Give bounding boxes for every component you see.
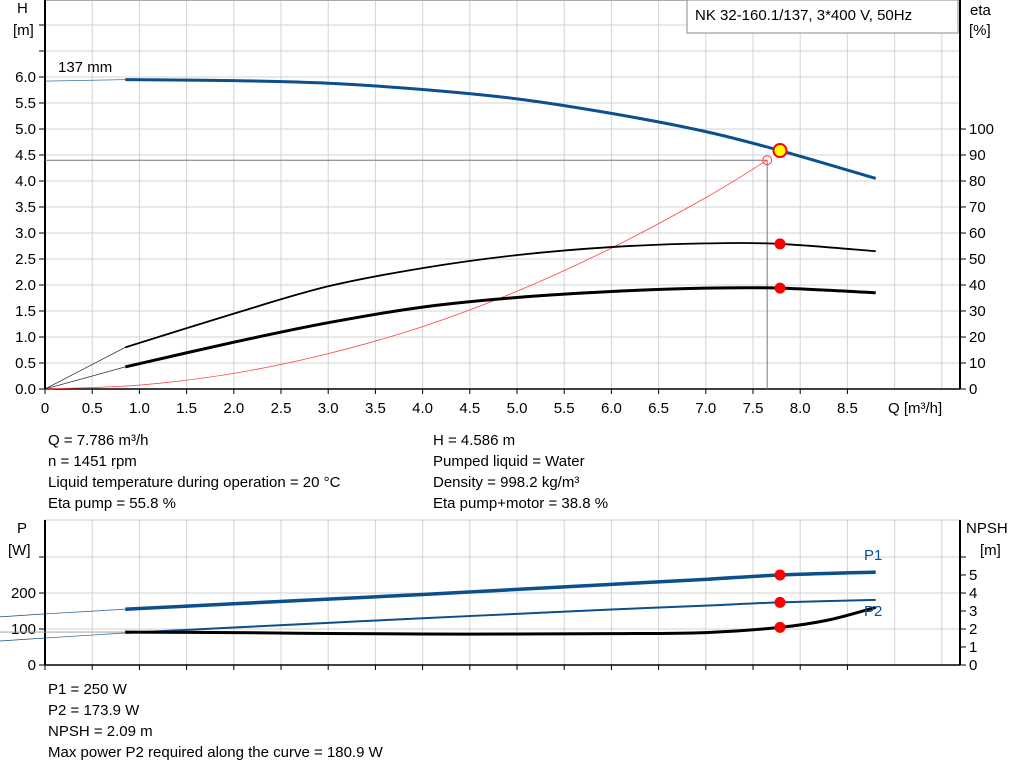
x-tick-label: 0 xyxy=(41,400,49,417)
x-tick-label: 7.0 xyxy=(695,400,716,417)
h-tick-label: 5.5 xyxy=(15,95,36,112)
p1-curve-label: P1 xyxy=(864,547,882,564)
duty-point-eta-total xyxy=(774,282,786,294)
h-tick-label: 2.0 xyxy=(15,277,36,294)
npsh-tick-label: 1 xyxy=(969,639,977,656)
h-tick-label: 2.5 xyxy=(15,251,36,268)
info-p2: P2 = 173.9 W xyxy=(48,702,140,719)
eta-pump-motor-curve xyxy=(124,286,876,369)
h-axis-label: H xyxy=(17,0,28,17)
eta-tick-label: 60 xyxy=(969,225,986,242)
x-tick-label: 2.5 xyxy=(271,400,292,417)
x-tick-label: 4.5 xyxy=(459,400,480,417)
h-tick-label: 5.0 xyxy=(15,121,36,138)
p-tick-label: 100 xyxy=(11,621,36,638)
info-temp: Liquid temperature during operation = 20… xyxy=(48,474,341,491)
h-tick-label: 1.5 xyxy=(15,303,36,320)
info-liquid: Pumped liquid = Water xyxy=(433,453,585,470)
x-tick-label: 6.0 xyxy=(601,400,622,417)
eta-axis-unit: [%] xyxy=(969,22,991,39)
eta-tick-label: 20 xyxy=(969,329,986,346)
info-eta-total: Eta pump+motor = 38.8 % xyxy=(433,495,609,512)
chart-title: NK 32-160.1/137, 3*400 V, 50Hz xyxy=(695,7,912,24)
x-tick-label: 3.5 xyxy=(365,400,386,417)
h-tick-label: 1.0 xyxy=(15,329,36,346)
eta-tick-label: 90 xyxy=(969,147,986,164)
h-tick-label: 6.0 xyxy=(15,69,36,86)
x-tick-label: 1.5 xyxy=(176,400,197,417)
info-q: Q = 7.786 m³/h xyxy=(48,432,149,449)
npsh-axis-label: NPSH xyxy=(966,520,1008,537)
eta-tick-label: 70 xyxy=(969,199,986,216)
info-eta-pump: Eta pump = 55.8 % xyxy=(48,495,176,512)
npsh-tick-label: 0 xyxy=(969,657,977,674)
eta-pump-curve xyxy=(124,242,876,349)
eta-tick-label: 80 xyxy=(969,173,986,190)
system-curve xyxy=(44,159,768,390)
p-axis-unit: [W] xyxy=(8,542,31,559)
h-tick-label: 0.0 xyxy=(15,381,36,398)
npsh-axis-unit: [m] xyxy=(980,542,1001,559)
x-tick-label: 1.0 xyxy=(129,400,150,417)
x-tick-label: 8.0 xyxy=(790,400,811,417)
x-tick-label: 2.0 xyxy=(223,400,244,417)
p-tick-label: 0 xyxy=(28,657,36,674)
x-tick-label: 5.0 xyxy=(507,400,528,417)
x-tick-label: 5.5 xyxy=(554,400,575,417)
x-tick-label: 4.0 xyxy=(412,400,433,417)
p1-curve-extrapolated xyxy=(44,608,126,615)
p2-curve xyxy=(125,598,876,634)
info-npsh: NPSH = 2.09 m xyxy=(48,723,153,740)
p1-left-extension xyxy=(0,613,46,618)
eta-tick-label: 0 xyxy=(969,381,977,398)
npsh-curve xyxy=(125,605,877,636)
title-box xyxy=(686,0,959,34)
info-density: Density = 998.2 kg/m³ xyxy=(433,474,580,491)
h-tick-label: 0.5 xyxy=(15,355,36,372)
info-p1: P1 = 250 W xyxy=(48,681,127,698)
h-tick-label: 4.5 xyxy=(15,147,36,164)
info-h: H = 4.586 m xyxy=(433,432,516,449)
p-axis-label: P xyxy=(17,520,27,537)
p-tick-label: 200 xyxy=(11,585,36,602)
duty-point-eta-pump xyxy=(774,238,786,250)
x-tick-label: 0.5 xyxy=(82,400,103,417)
h-axis-unit: [m] xyxy=(13,22,34,39)
p2-curve-label: P2 xyxy=(864,603,882,620)
p1-curve xyxy=(125,570,876,611)
npsh-tick-label: 3 xyxy=(969,603,977,620)
eta-tick-label: 100 xyxy=(969,121,994,138)
eta-tick-label: 10 xyxy=(969,355,986,372)
eta-tick-label: 40 xyxy=(969,277,986,294)
h-tick-label: 3.5 xyxy=(15,199,36,216)
eta-pump-curve-extrapolated xyxy=(44,347,126,390)
npsh-tick-label: 5 xyxy=(969,567,977,584)
q-axis-label: Q [m³/h] xyxy=(888,400,942,417)
duty-point-p1 xyxy=(774,569,786,581)
x-tick-label: 7.5 xyxy=(743,400,764,417)
h-tick-label: 3.0 xyxy=(15,225,36,242)
duty-point-npsh xyxy=(774,621,786,633)
eta-pump-motor-curve-extrapolated xyxy=(44,366,126,390)
curve-label: 137 mm xyxy=(58,59,112,76)
npsh-tick-label: 4 xyxy=(969,585,977,602)
x-tick-label: 3.0 xyxy=(318,400,339,417)
x-tick-label: 6.5 xyxy=(648,400,669,417)
p2-left-extension xyxy=(0,637,46,642)
h-tick-label: 4.0 xyxy=(15,173,36,190)
npsh-tick-label: 2 xyxy=(969,621,977,638)
head-curve-extrapolated xyxy=(44,79,126,82)
eta-axis-label: eta xyxy=(970,2,992,19)
system-point-marker xyxy=(762,155,773,166)
duty-point-p2 xyxy=(774,596,786,608)
info-max-p2: Max power P2 required along the curve = … xyxy=(48,744,383,761)
x-tick-label: 8.5 xyxy=(837,400,858,417)
eta-tick-label: 30 xyxy=(969,303,986,320)
head-curve xyxy=(125,78,877,180)
duty-point-head xyxy=(772,143,788,159)
info-n: n = 1451 rpm xyxy=(48,453,137,470)
p2-curve-extrapolated xyxy=(44,632,126,639)
eta-tick-label: 50 xyxy=(969,251,986,268)
